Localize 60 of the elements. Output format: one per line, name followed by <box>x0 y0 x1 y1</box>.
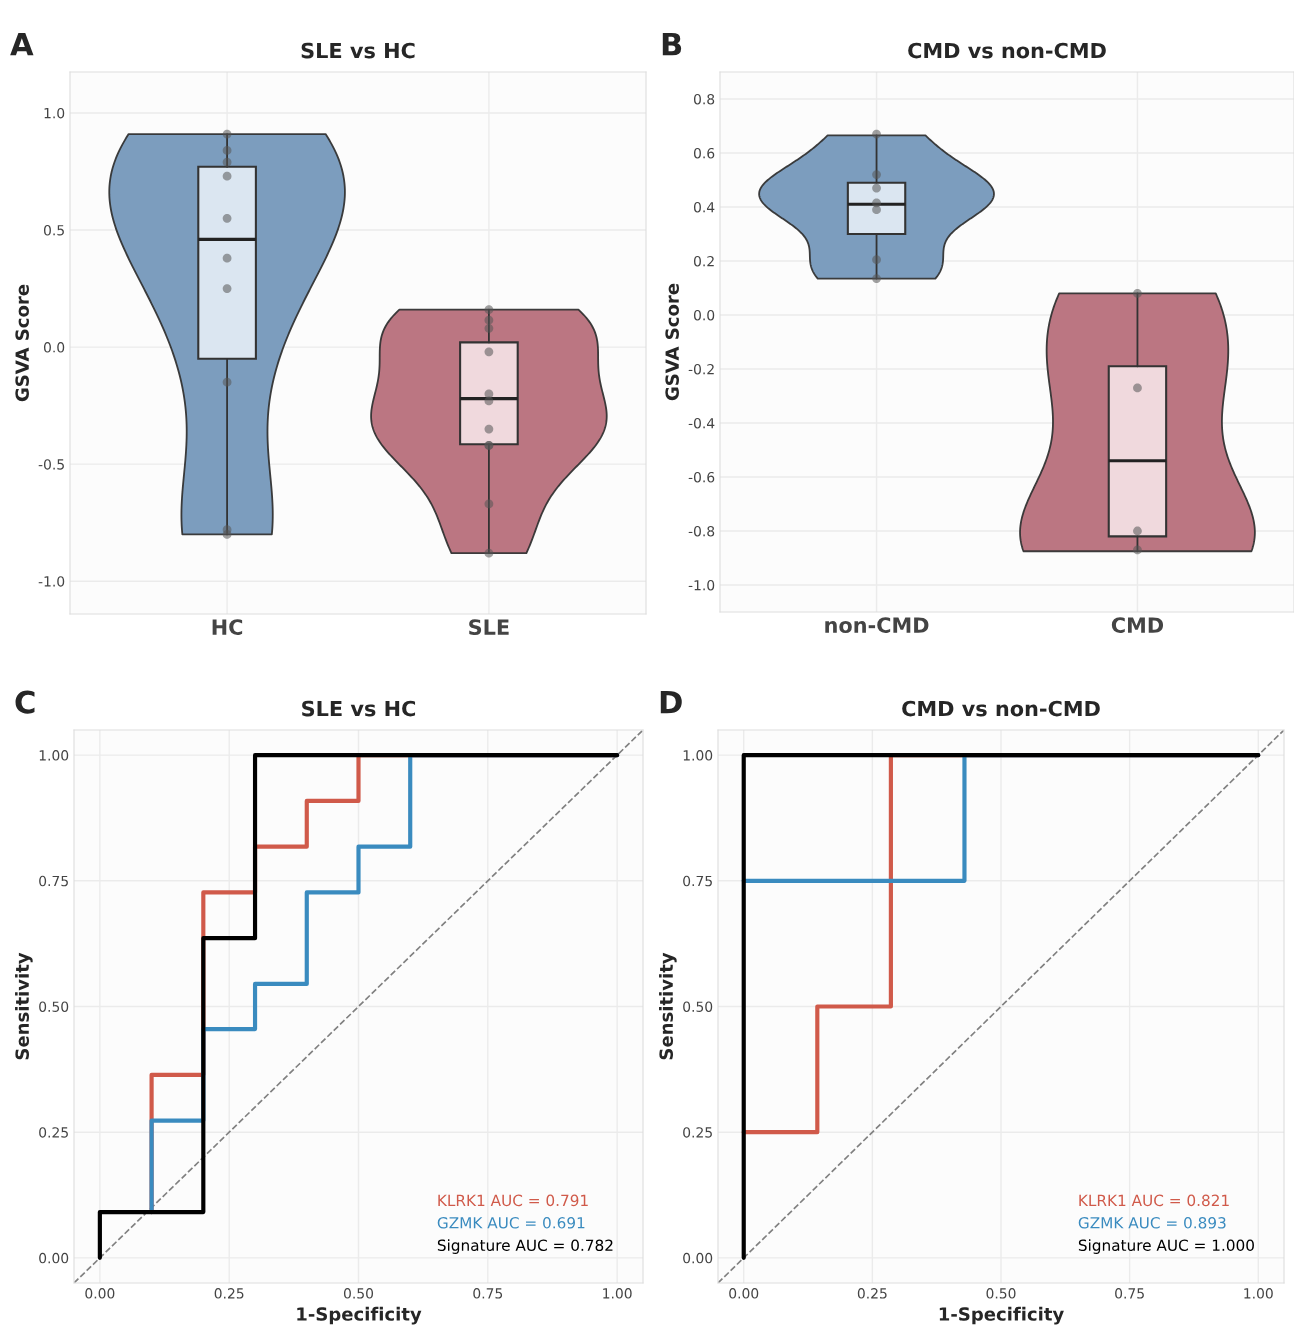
x-tick-label: 0.25 <box>214 1288 244 1299</box>
y-tick-label: 0.75 <box>683 875 712 887</box>
x-tick-label: non-CMD <box>825 617 929 633</box>
x-tick-label: HC <box>212 619 243 635</box>
text: B <box>662 32 682 56</box>
y-tick-label: 0.6 <box>693 147 715 159</box>
y-axis-title: GSVA Score <box>665 283 679 401</box>
y-tick-label: -0.4 <box>688 417 715 429</box>
chart-title: SLE vs HC <box>301 42 415 59</box>
chart-title: CMD vs non-CMD <box>902 700 1100 717</box>
x-axis-title: 1-Specificity <box>939 1306 1064 1325</box>
chart-title: CMD vs non-CMD <box>908 42 1106 59</box>
x-axis-title: 1-Specificity <box>297 1306 422 1325</box>
y-tick-label: 0.50 <box>39 1001 69 1012</box>
y-tick-label: 1.00 <box>39 750 69 761</box>
y-tick-label: 0.00 <box>39 1252 69 1264</box>
x-tick-label: CMD <box>1111 617 1164 633</box>
x-tick-label: 0.75 <box>473 1288 503 1299</box>
text: GZMK AUC = 0.691 <box>437 1217 585 1229</box>
y-tick-label: 0.00 <box>683 1252 713 1264</box>
text: GZMK AUC = 0.893 <box>1078 1217 1226 1229</box>
x-tick-label: 0.50 <box>343 1288 374 1299</box>
text: D <box>660 690 682 714</box>
text: C <box>15 690 35 714</box>
text: KLRK1 AUC = 0.791 <box>438 1194 588 1207</box>
y-tick-label: 0.4 <box>693 201 715 213</box>
y-tick-label: 0.25 <box>39 1127 68 1138</box>
y-axis-title: GSVA Score <box>15 284 29 402</box>
x-tick-label: SLE <box>469 619 509 635</box>
text: Signature AUC = 0.782 <box>437 1239 613 1254</box>
x-tick-label: 1.00 <box>603 1288 632 1299</box>
y-tick-label: 0.25 <box>683 1127 712 1138</box>
text: KLRK1 AUC = 0.821 <box>1079 1194 1229 1207</box>
y-tick-label: -1.0 <box>688 579 715 591</box>
y-tick-label: 0.75 <box>39 875 68 887</box>
y-tick-label: -0.2 <box>688 363 714 375</box>
x-tick-label: 1.00 <box>1244 1288 1273 1299</box>
y-tick-label: 0.2 <box>693 255 714 267</box>
text: A <box>10 32 34 56</box>
y-axis-title: Sensitivity <box>659 952 677 1060</box>
y-tick-label: -1.0 <box>38 576 65 587</box>
x-tick-label: 0.00 <box>85 1288 115 1299</box>
y-tick-label: 0.5 <box>43 225 64 236</box>
y-axis-title: Sensitivity <box>15 952 33 1060</box>
line-series <box>97 753 620 1260</box>
y-tick-label: 1.00 <box>683 750 713 761</box>
y-tick-label: 0.8 <box>693 93 715 105</box>
x-tick-label: 0.00 <box>729 1288 759 1299</box>
y-tick-label: 0.0 <box>43 342 65 353</box>
x-tick-label: 0.25 <box>857 1288 887 1299</box>
y-tick-label: 1.0 <box>44 107 65 119</box>
y-tick-label: 0.50 <box>683 1001 713 1012</box>
x-tick-label: 0.75 <box>1115 1288 1144 1299</box>
chart-title: SLE vs HC <box>302 700 416 717</box>
y-tick-label: 0.0 <box>693 309 715 321</box>
x-tick-label: 0.50 <box>986 1288 1016 1299</box>
y-tick-label: -0.5 <box>38 459 64 470</box>
y-tick-label: -0.8 <box>688 525 715 537</box>
y-tick-label: -0.6 <box>688 471 715 483</box>
text: Signature AUC = 1.000 <box>1078 1239 1254 1254</box>
